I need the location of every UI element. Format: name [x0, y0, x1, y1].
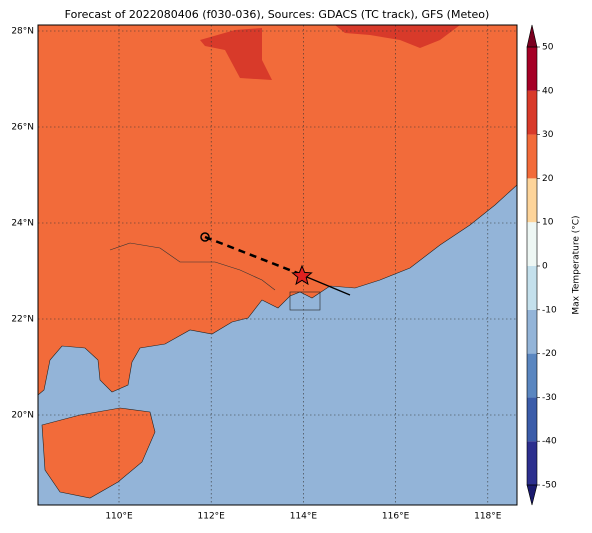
colorbar-bin — [527, 222, 537, 266]
lat-label: 28°N — [11, 27, 34, 37]
lat-label: 26°N — [11, 123, 34, 133]
lon-label: 114°E — [290, 512, 318, 522]
lon-label: 118°E — [474, 512, 502, 522]
colorbar-tick-label: -10 — [542, 305, 557, 315]
lat-label: 24°N — [11, 219, 34, 229]
colorbar-over — [526, 24, 538, 48]
mainland — [37, 24, 518, 396]
lon-label: 116°E — [382, 512, 410, 522]
colorbar-bin — [527, 441, 537, 485]
colorbar-label: Max Temperature (°C) — [572, 215, 582, 314]
forecast-track — [204, 235, 301, 276]
lat-label: 22°N — [11, 315, 34, 325]
border — [109, 242, 276, 291]
hot-area — [200, 28, 272, 80]
grid — [38, 25, 517, 505]
region-box — [289, 291, 321, 311]
colorbar-bin — [527, 47, 537, 91]
colorbar: 50 40 30 20 10 0 -10 -20 -30 -40 -50 — [526, 24, 557, 506]
colorbar-tick-label: -50 — [542, 481, 557, 491]
colorbar-tick-label: 0 — [542, 262, 548, 272]
colorbar-under — [526, 484, 538, 506]
colorbar-tick-label: -30 — [542, 393, 557, 403]
track-start — [200, 232, 210, 242]
colorbar-bin — [527, 90, 537, 135]
title: Forecast of 2022080406 (f030-036), Sourc… — [65, 8, 490, 21]
lon-label: 112°E — [198, 512, 226, 522]
lat-label: 20°N — [11, 411, 34, 421]
colorbar-tick-label: 20 — [542, 174, 554, 184]
storm-position — [291, 264, 313, 286]
map — [37, 24, 518, 506]
track — [301, 274, 351, 296]
colorbar-bin — [527, 397, 537, 442]
colorbar-tick-label: -20 — [542, 349, 557, 359]
colorbar-bin — [527, 353, 537, 398]
colorbar-tick-label: 50 — [542, 43, 554, 53]
colorbar-tick-label: 30 — [542, 130, 554, 140]
colorbar-bin — [527, 266, 537, 310]
map-frame — [37, 24, 518, 506]
colorbar-tick-label: -40 — [542, 437, 557, 447]
colorbar-bin — [527, 178, 537, 223]
lon-label: 110°E — [105, 512, 133, 522]
colorbar-bin — [527, 134, 537, 179]
colorbar-tick-label: 40 — [542, 86, 554, 96]
hainan — [41, 407, 156, 499]
colorbar-tick-label: 10 — [542, 218, 554, 228]
colorbar-bin — [527, 309, 537, 354]
